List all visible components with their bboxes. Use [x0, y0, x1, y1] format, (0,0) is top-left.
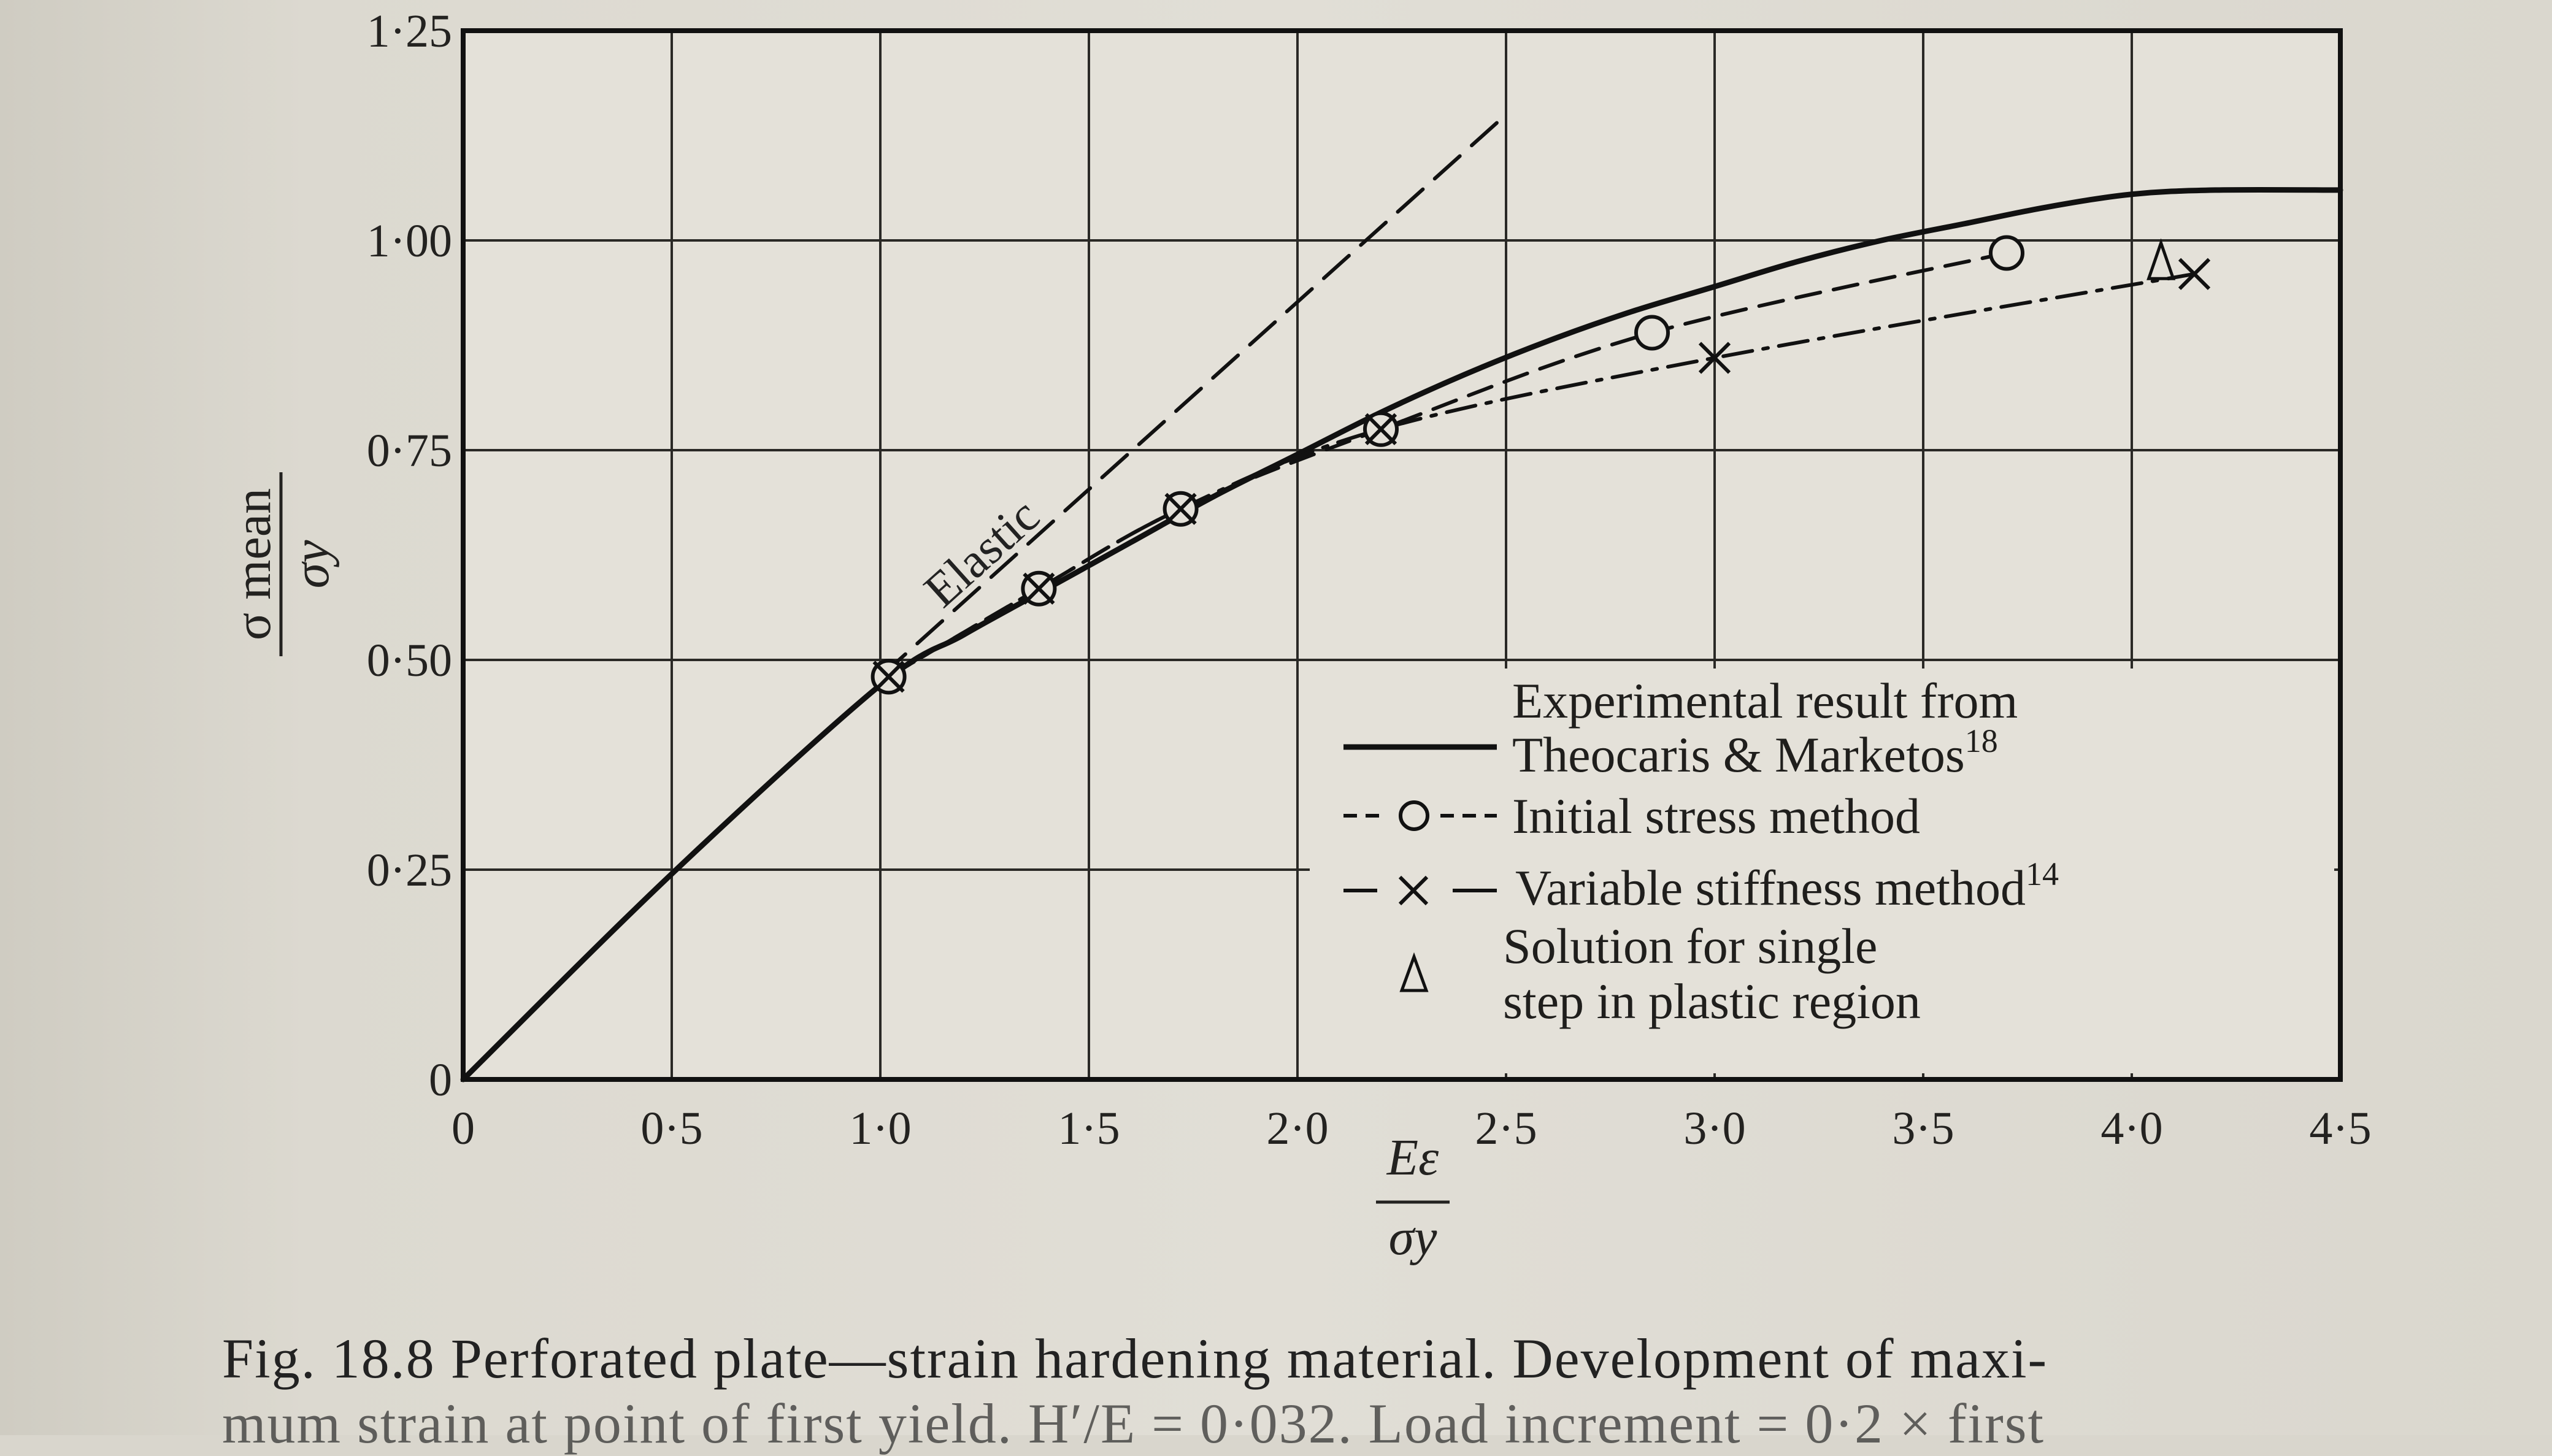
legend-triangle-marker — [1399, 952, 1429, 992]
plot-border — [461, 28, 2343, 1082]
initial-stress-point — [1634, 315, 1670, 351]
legend-experimental-line2: Theocaris & Marketos18 — [1512, 722, 1998, 783]
legend-circle-marker — [1399, 800, 1429, 831]
variable-stiffness-point — [1698, 342, 1731, 374]
x-tick-label: 4·0 — [2100, 1103, 2162, 1154]
variable-stiffness-point — [1164, 492, 1197, 525]
series-elastic-line — [878, 112, 1508, 679]
legend: Experimental result from Theocaris & Mar… — [1310, 669, 2334, 1073]
y-axis-label-num: σ mean — [225, 488, 282, 640]
cross-stroke — [872, 661, 905, 693]
initial-stress-point — [1989, 235, 2024, 271]
variable-stiffness-point — [872, 661, 905, 693]
legend-cross-marker — [1398, 875, 1429, 906]
variable-stiffness-point — [1364, 413, 1397, 445]
figure-caption: Fig. 18.8 Perforated plate—strain harden… — [222, 1327, 2048, 1390]
x-tick-label: 1·5 — [1058, 1103, 1120, 1154]
y-tick-label: 0·50 — [367, 635, 452, 686]
cross-stroke — [1023, 572, 1055, 605]
x-tick-label: 3·0 — [1683, 1103, 1745, 1154]
y-axis-label: σ mean σy — [225, 472, 340, 656]
legend-single-step-line1: Solution for single — [1503, 918, 1877, 974]
legend-initial-stress: Initial stress method — [1512, 788, 1920, 844]
legend-experimental-line1: Experimental result from — [1512, 673, 2018, 729]
legend-single-step-line2: step in plastic region — [1503, 973, 1921, 1029]
y-tick-label: 0·25 — [367, 845, 452, 896]
variable-stiffness-point — [2178, 258, 2211, 290]
cross-stroke — [1164, 492, 1197, 525]
x-axis-label-den: σy — [1389, 1209, 1437, 1266]
series-markers — [871, 235, 2211, 695]
cross-stroke — [2178, 258, 2211, 290]
cross-stroke — [1698, 342, 1731, 374]
x-tick-label: 1·0 — [849, 1103, 911, 1154]
x-tick-label: 2·5 — [1475, 1103, 1537, 1154]
x-tick-label: 2·0 — [1266, 1103, 1328, 1154]
x-axis-label-num: Eε — [1386, 1129, 1439, 1186]
y-tick-label: 0 — [429, 1054, 452, 1106]
x-tick-label: 4·5 — [2309, 1103, 2371, 1154]
single-step-point — [2147, 238, 2176, 280]
figure-caption-line2: mum strain at point of first yield. H′/E… — [222, 1392, 2045, 1455]
legend-variable-stiffness: Variable stiffness method14 — [1515, 856, 2059, 916]
y-tick-label: 1·00 — [367, 215, 452, 267]
y-axis-label-den: σy — [283, 540, 340, 588]
plot-frame — [461, 28, 2343, 1082]
x-tick-label: 3·5 — [1892, 1103, 1954, 1154]
variable-stiffness-point — [1023, 572, 1055, 605]
x-tick-label: 0·5 — [640, 1103, 702, 1154]
x-axis-label: Eε σy — [1376, 1129, 1450, 1266]
y-tick-label: 1·25 — [367, 6, 452, 57]
y-tick-label: 0·75 — [367, 425, 452, 477]
cross-stroke — [1364, 413, 1397, 445]
x-tick-label: 0 — [452, 1103, 475, 1154]
tick-labels: 0 0·5 1·0 1·5 2·0 2·5 3·0 3·5 4·0 4·5 0 0·25 0·50 0·7… — [367, 6, 2372, 1154]
